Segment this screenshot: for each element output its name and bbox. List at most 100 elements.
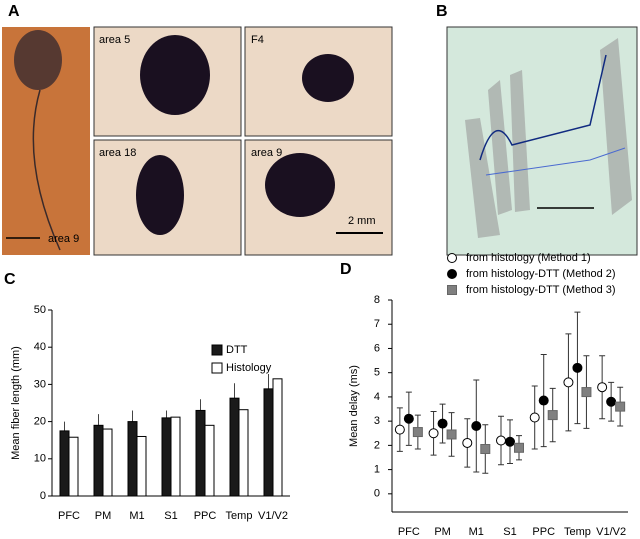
marker [412, 427, 423, 438]
section [488, 80, 512, 215]
x-tick-label: PFC [398, 526, 420, 538]
image-label: area 18 [99, 147, 136, 159]
x-tick-label: V1/V2 [258, 510, 288, 522]
x-tick-label: M1 [129, 510, 144, 522]
marker [446, 429, 457, 440]
x-tick-label: V1/V2 [596, 526, 626, 538]
section [465, 118, 500, 238]
x-tick-label: M1 [469, 526, 484, 538]
image-label: F4 [251, 34, 264, 46]
y-tick-label: 3 [374, 415, 380, 427]
section [600, 38, 632, 215]
x-tick-label: Temp [226, 510, 253, 522]
y-axis-title: Mean fiber length (mm) [10, 346, 22, 460]
x-tick-label: PPC [532, 526, 555, 538]
bar [102, 428, 113, 497]
legend-swatch [447, 269, 457, 279]
y-tick-label: 0 [40, 490, 46, 502]
bar [272, 378, 283, 497]
y-tick-label: 5 [374, 367, 380, 379]
marker [428, 428, 439, 439]
marker [437, 418, 448, 429]
bar [127, 421, 138, 497]
marker [480, 444, 491, 455]
stain [265, 153, 335, 217]
stain [136, 155, 184, 235]
x-tick-label: PFC [58, 510, 80, 522]
x-tick-label: Temp [564, 526, 591, 538]
image-label: area 5 [99, 34, 130, 46]
legend-label: Histology [226, 362, 272, 374]
marker [572, 362, 583, 373]
marker [505, 436, 515, 447]
x-tick-label: PPC [194, 510, 217, 522]
marker [462, 437, 473, 448]
x-tick-label: PM [95, 510, 112, 522]
marker [538, 395, 549, 406]
marker [606, 396, 617, 407]
fiber [479, 54, 607, 161]
stain [140, 35, 210, 115]
y-tick-label: 20 [34, 416, 46, 428]
fiber [485, 147, 626, 176]
y-tick-label: 50 [34, 304, 46, 316]
legend-swatch [447, 285, 457, 295]
bar [136, 435, 147, 497]
bar [170, 416, 181, 497]
x-tick-label: S1 [503, 526, 516, 538]
marker [403, 413, 414, 424]
bar [68, 436, 79, 497]
y-tick-label: 1 [374, 464, 380, 476]
y-tick-label: 40 [34, 341, 46, 353]
scale-label: 2 mm [348, 215, 376, 227]
bar [93, 424, 104, 497]
marker [394, 424, 405, 435]
legend-label: from histology (Method 1) [466, 252, 591, 264]
panel-label: C [4, 271, 16, 288]
tract [32, 89, 61, 251]
legend-swatch [211, 362, 223, 374]
bar [59, 430, 70, 497]
legend-label: from histology-DTT (Method 3) [466, 284, 616, 296]
y-tick-label: 30 [34, 378, 46, 390]
bar [263, 388, 274, 497]
image-label: area 9 [251, 147, 282, 159]
marker [597, 382, 608, 393]
marker [529, 412, 540, 423]
y-tick-label: 7 [374, 318, 380, 330]
bar [195, 409, 206, 497]
marker [563, 377, 574, 388]
legend-swatch [211, 344, 223, 356]
bar [229, 397, 240, 497]
marker [496, 435, 506, 446]
marker [615, 401, 626, 412]
panel-label: A [8, 3, 20, 20]
bar [204, 424, 215, 497]
stain [302, 54, 354, 102]
marker [581, 387, 592, 398]
section [510, 70, 530, 212]
y-tick-label: 6 [374, 342, 380, 354]
y-tick-label: 0 [374, 488, 380, 500]
stain [14, 30, 62, 90]
marker [471, 420, 482, 431]
legend-label: from histology-DTT (Method 2) [466, 268, 616, 280]
panel-label: B [436, 3, 448, 20]
x-tick-label: S1 [164, 510, 177, 522]
y-tick-label: 10 [34, 453, 46, 465]
y-axis-title: Mean delay (ms) [348, 365, 360, 447]
image-label: area 9 [48, 233, 79, 245]
legend-label: DTT [226, 344, 248, 356]
marker [547, 410, 558, 421]
bar [238, 409, 249, 497]
y-tick-label: 2 [374, 439, 380, 451]
y-tick-label: 4 [374, 391, 380, 403]
marker [514, 442, 524, 453]
bar [161, 417, 172, 497]
legend-swatch [447, 253, 457, 263]
y-tick-label: 8 [374, 294, 380, 306]
x-tick-label: PM [434, 526, 451, 538]
panel-label: D [340, 261, 352, 278]
